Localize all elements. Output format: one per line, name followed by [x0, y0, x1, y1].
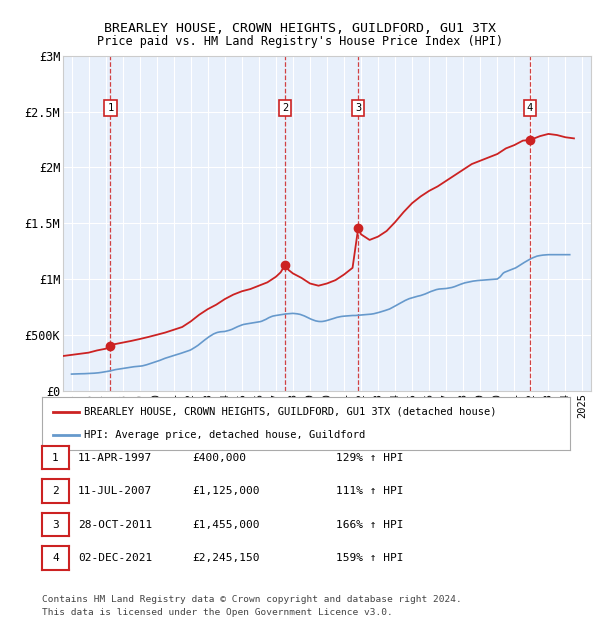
- Text: 11-APR-1997: 11-APR-1997: [78, 453, 152, 463]
- Text: 1: 1: [52, 453, 59, 463]
- Text: 3: 3: [52, 520, 59, 529]
- Text: 3: 3: [355, 103, 361, 113]
- Text: £1,455,000: £1,455,000: [192, 520, 260, 529]
- Text: 159% ↑ HPI: 159% ↑ HPI: [336, 553, 404, 563]
- Text: 2: 2: [282, 103, 288, 113]
- Text: 11-JUL-2007: 11-JUL-2007: [78, 486, 152, 496]
- Text: 1: 1: [107, 103, 113, 113]
- Text: 4: 4: [52, 553, 59, 563]
- Text: 28-OCT-2011: 28-OCT-2011: [78, 520, 152, 529]
- Text: HPI: Average price, detached house, Guildford: HPI: Average price, detached house, Guil…: [84, 430, 365, 440]
- Text: £2,245,150: £2,245,150: [192, 553, 260, 563]
- Text: 2: 2: [52, 486, 59, 496]
- Text: 129% ↑ HPI: 129% ↑ HPI: [336, 453, 404, 463]
- Text: 166% ↑ HPI: 166% ↑ HPI: [336, 520, 404, 529]
- Text: £1,125,000: £1,125,000: [192, 486, 260, 496]
- Text: £400,000: £400,000: [192, 453, 246, 463]
- Text: BREARLEY HOUSE, CROWN HEIGHTS, GUILDFORD, GU1 3TX (detached house): BREARLEY HOUSE, CROWN HEIGHTS, GUILDFORD…: [84, 407, 497, 417]
- Text: Contains HM Land Registry data © Crown copyright and database right 2024.
This d: Contains HM Land Registry data © Crown c…: [42, 595, 462, 617]
- Text: Price paid vs. HM Land Registry's House Price Index (HPI): Price paid vs. HM Land Registry's House …: [97, 35, 503, 48]
- Text: 111% ↑ HPI: 111% ↑ HPI: [336, 486, 404, 496]
- Text: BREARLEY HOUSE, CROWN HEIGHTS, GUILDFORD, GU1 3TX: BREARLEY HOUSE, CROWN HEIGHTS, GUILDFORD…: [104, 22, 496, 35]
- Text: 02-DEC-2021: 02-DEC-2021: [78, 553, 152, 563]
- Text: 4: 4: [527, 103, 533, 113]
